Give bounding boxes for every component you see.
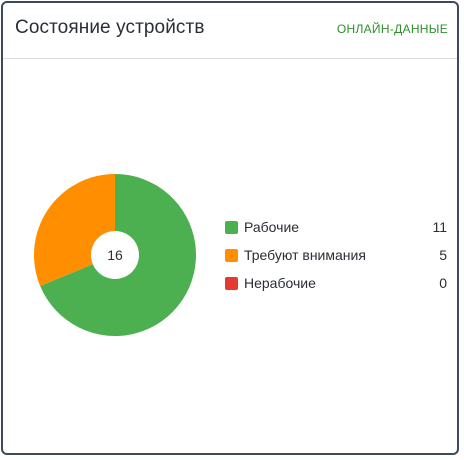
donut-hole <box>91 231 139 279</box>
legend-swatch-working <box>225 220 238 234</box>
donut-svg <box>33 174 196 336</box>
legend-value-working: 11 <box>432 219 447 235</box>
chart-legend: Рабочие 11 Требуют внимания 5 Нерабочие … <box>225 213 447 297</box>
card-header: Состояние устройств ОНЛАЙН-ДАННЫЕ <box>3 3 457 58</box>
device-status-donut-chart: 16 <box>33 173 197 337</box>
legend-item-working[interactable]: Рабочие 11 <box>225 213 447 241</box>
legend-value-broken: 0 <box>439 275 447 291</box>
header-divider <box>3 58 457 59</box>
legend-label-working: Рабочие <box>244 219 300 235</box>
legend-item-attention[interactable]: Требуют внимания 5 <box>225 241 447 269</box>
legend-value-attention: 5 <box>439 247 447 263</box>
legend-label-broken: Нерабочие <box>244 275 316 291</box>
legend-label-attention: Требуют внимания <box>244 247 366 263</box>
card-title: Состояние устройств <box>15 17 205 38</box>
device-status-card: Состояние устройств ОНЛАЙН-ДАННЫЕ 16 Раб… <box>1 1 459 455</box>
legend-swatch-broken <box>225 276 238 290</box>
legend-swatch-attention <box>225 248 238 262</box>
live-data-link[interactable]: ОНЛАЙН-ДАННЫЕ <box>336 22 448 36</box>
legend-item-broken[interactable]: Нерабочие 0 <box>225 269 447 297</box>
